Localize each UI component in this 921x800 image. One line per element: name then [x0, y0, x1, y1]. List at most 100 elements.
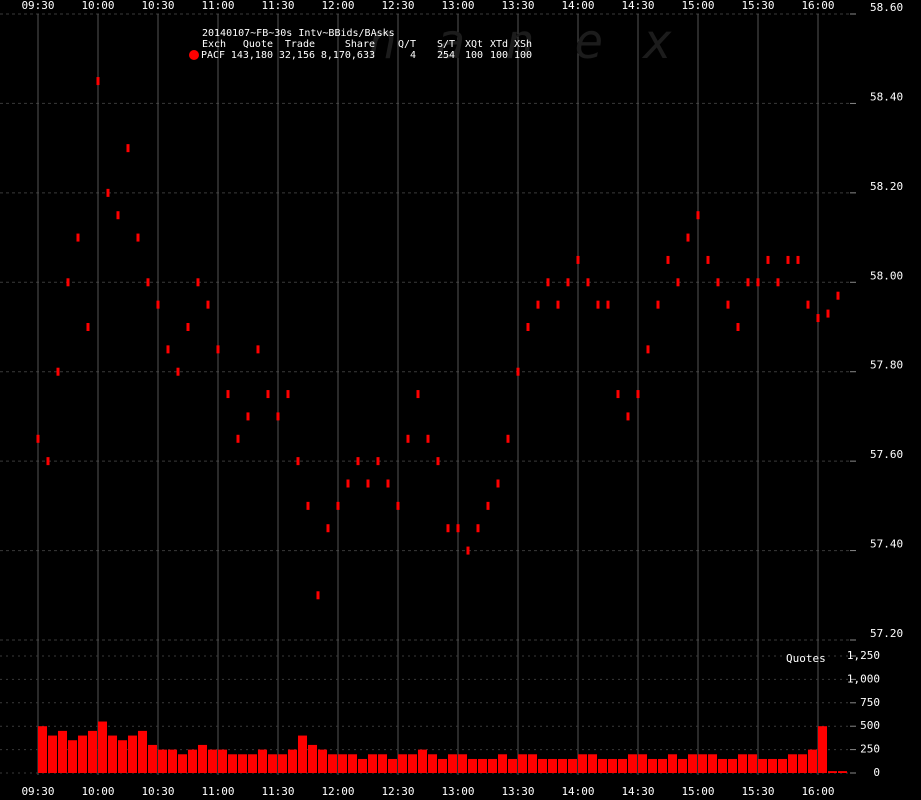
point [456, 524, 460, 533]
y-tick-label: 58.00 [870, 269, 903, 282]
bar [178, 754, 187, 773]
bar [598, 758, 607, 773]
bar [818, 726, 827, 773]
x-tick-label: 10:30 [141, 785, 174, 798]
point [296, 457, 300, 466]
point [126, 144, 130, 153]
bar [748, 754, 757, 773]
point [766, 255, 770, 264]
point [646, 345, 650, 354]
bar [308, 744, 317, 773]
legend-value: 100 [490, 50, 508, 61]
bar [298, 735, 307, 773]
x-tick-label: 12:00 [321, 0, 354, 12]
bar [58, 730, 67, 773]
x-tick-label: 14:00 [561, 785, 594, 798]
y-tick-label: 250 [860, 743, 880, 756]
bar [588, 754, 597, 773]
point [496, 479, 500, 488]
point [266, 390, 270, 399]
bar [638, 754, 647, 773]
bar [68, 740, 77, 773]
point [806, 300, 810, 309]
point [286, 390, 290, 399]
point [56, 367, 60, 376]
bar [488, 758, 497, 773]
point [556, 300, 560, 309]
point [596, 300, 600, 309]
legend-value: 4 [410, 50, 416, 61]
bar [48, 735, 57, 773]
x-tick-label: 14:30 [621, 0, 654, 12]
bar [608, 758, 617, 773]
legend-header: XSh [514, 39, 532, 50]
bar [428, 754, 437, 773]
bar [238, 754, 247, 773]
point [186, 323, 190, 331]
legend-value: 100 [465, 50, 483, 61]
point [816, 314, 820, 323]
point [686, 233, 690, 242]
legend-value: 254 [437, 50, 455, 61]
legend-value: 100 [514, 50, 532, 61]
bar [698, 754, 707, 773]
point [736, 323, 740, 331]
point [356, 457, 360, 466]
legend-header: Quote [243, 39, 273, 50]
point [336, 501, 340, 510]
y-tick-label: 58.20 [870, 180, 903, 193]
point [86, 323, 90, 331]
point [826, 309, 830, 318]
point [586, 278, 590, 287]
bar [138, 730, 147, 773]
x-tick-label: 15:00 [681, 785, 714, 798]
legend-value: 32,156 [279, 50, 315, 61]
bar [268, 754, 277, 773]
x-tick-label: 10:30 [141, 0, 174, 12]
bar [148, 744, 157, 773]
point [246, 412, 250, 421]
point [716, 278, 720, 287]
bar [798, 754, 807, 773]
bar [678, 758, 687, 773]
bar [278, 754, 287, 773]
bar [828, 771, 837, 773]
bar [788, 754, 797, 773]
x-tick-label: 11:30 [261, 0, 294, 12]
legend-header: Q/T [398, 39, 416, 50]
point [226, 390, 230, 399]
point [446, 524, 450, 533]
x-tick-label: 14:30 [621, 785, 654, 798]
bar [658, 758, 667, 773]
point [786, 255, 790, 264]
x-tick-label: 11:30 [261, 785, 294, 798]
legend-header: XTd [490, 39, 508, 50]
legend-header: XQt [465, 39, 483, 50]
point [726, 300, 730, 309]
point [396, 501, 400, 510]
legend-value: 8,170,633 [321, 50, 375, 61]
point [656, 300, 660, 309]
y-tick-label: 57.80 [870, 359, 903, 372]
point [776, 278, 780, 287]
bar [538, 758, 547, 773]
bar [398, 754, 407, 773]
bar [548, 758, 557, 773]
point [616, 390, 620, 399]
point [306, 501, 310, 510]
point [696, 211, 700, 220]
point [466, 546, 470, 555]
point [706, 255, 710, 264]
point [476, 524, 480, 533]
bar [508, 758, 517, 773]
bar [258, 749, 267, 773]
point [746, 278, 750, 287]
y-tick-label: 57.20 [870, 627, 903, 640]
x-tick-label: 13:00 [441, 0, 474, 12]
bar [158, 749, 167, 773]
bar [288, 749, 297, 773]
bar [208, 749, 217, 773]
y-tick-label: 57.40 [870, 538, 903, 551]
bar [348, 754, 357, 773]
bar [228, 754, 237, 773]
